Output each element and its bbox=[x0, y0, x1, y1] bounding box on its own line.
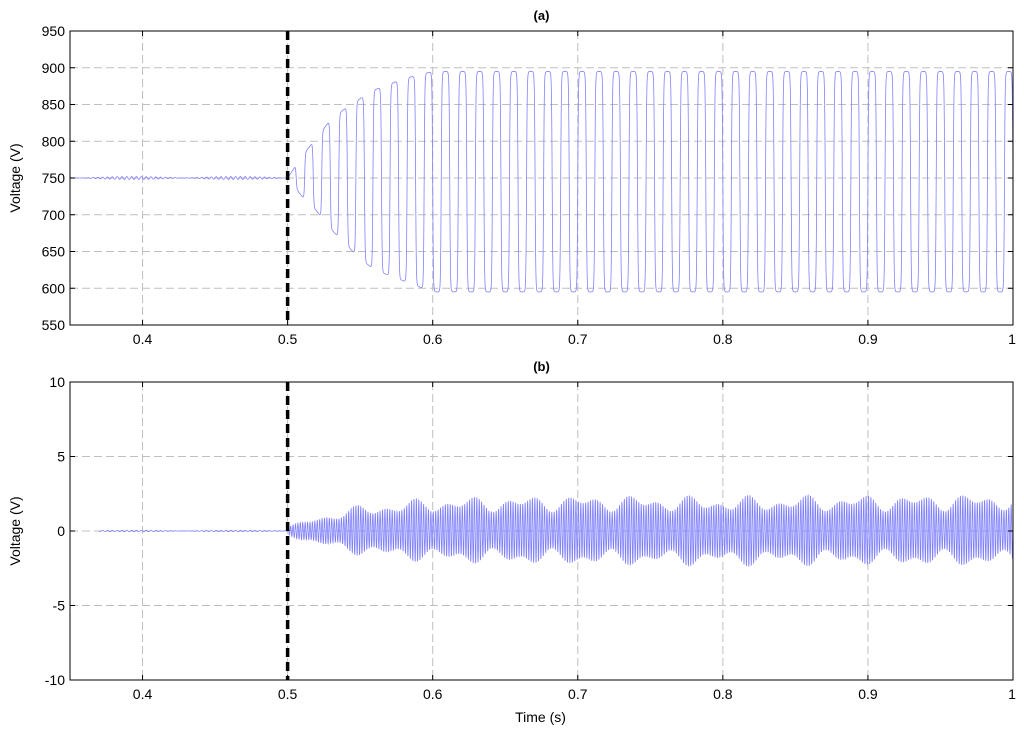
panel-b-y-tick-label: 5 bbox=[57, 449, 65, 465]
panel-a-voltage-series-0 bbox=[69, 71, 1014, 293]
panel-a-y-tick-label: 800 bbox=[42, 133, 66, 149]
panel-a-title: (a) bbox=[534, 8, 550, 23]
panel-b-title: (b) bbox=[533, 359, 550, 374]
panel-b-x-tick-label: 0.9 bbox=[858, 686, 878, 702]
panel-a-y-tick-label: 850 bbox=[42, 97, 66, 113]
panel-a: 0.4 0.5 0.6 0.7 0.8 0.9 1 550 600 650 700 750 800 850… bbox=[7, 8, 1016, 347]
panel-a-x-tick-label: 0.8 bbox=[713, 331, 733, 347]
panel-a-y-tick-label: 700 bbox=[42, 207, 66, 223]
panel-b-y-tick-label: 0 bbox=[57, 523, 65, 539]
panel-a-x-tick-label: 0.7 bbox=[568, 331, 588, 347]
panel-a-x-tick-label: 0.6 bbox=[423, 331, 443, 347]
panel-b-y-axis-label: Voltage (V) bbox=[7, 496, 23, 565]
panel-b-x-tick-label: 1 bbox=[1008, 686, 1016, 702]
panel-a-y-tick-label: 900 bbox=[42, 60, 66, 76]
panel-b-x-tick-label: 0.6 bbox=[423, 686, 443, 702]
panel-b-y-tick-label: 10 bbox=[49, 374, 65, 390]
panel-a-y-tick-label: 950 bbox=[42, 23, 66, 39]
panel-a-y-tick-label: 750 bbox=[42, 170, 66, 186]
panel-b-y-tick-label: -5 bbox=[53, 598, 66, 614]
panel-b-x-tick-label: 0.8 bbox=[713, 686, 733, 702]
panel-a-y-tick-label: 550 bbox=[42, 317, 66, 333]
panel-b-y-tick-label: -10 bbox=[45, 672, 65, 688]
panel-a-x-tick-label: 0.9 bbox=[858, 331, 878, 347]
panel-b-voltage-series-0 bbox=[98, 493, 1014, 567]
panel-a-y-axis-label: Voltage (V) bbox=[7, 143, 23, 212]
panel-a-x-tick-label: 0.5 bbox=[278, 331, 298, 347]
panel-a-y-tick-label: 650 bbox=[42, 244, 66, 260]
panel-b-x-tick-label: 0.5 bbox=[278, 686, 298, 702]
panel-a-x-tick-label: 1 bbox=[1008, 331, 1016, 347]
panel-a-x-tick-label: 0.4 bbox=[133, 331, 153, 347]
panel-b-x-axis-label: Time (s) bbox=[515, 709, 566, 725]
panel-b-x-tick-label: 0.4 bbox=[133, 686, 153, 702]
panel-a-y-tick-label: 600 bbox=[42, 280, 66, 296]
panel-b-x-tick-label: 0.7 bbox=[568, 686, 588, 702]
panel-b: 0.4 0.5 0.6 0.7 0.8 0.9 1 -10 -5 0 5 10 (b) Voltage (… bbox=[7, 359, 1016, 725]
